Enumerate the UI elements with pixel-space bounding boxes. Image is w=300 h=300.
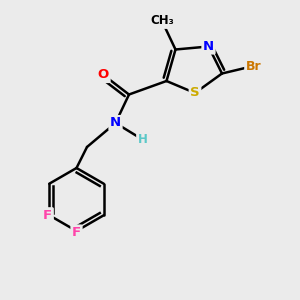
Text: O: O (98, 68, 109, 82)
Text: N: N (203, 40, 214, 53)
Text: F: F (72, 226, 81, 239)
Text: S: S (190, 86, 200, 100)
Text: F: F (43, 209, 52, 222)
Text: CH₃: CH₃ (150, 14, 174, 28)
Text: N: N (110, 116, 121, 130)
Text: H: H (138, 133, 147, 146)
Text: Br: Br (246, 59, 261, 73)
